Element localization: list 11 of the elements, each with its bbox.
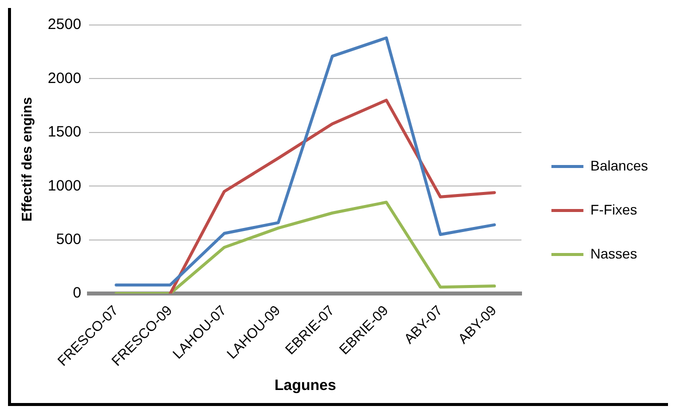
legend-label: Nasses	[590, 245, 638, 262]
y-tick-label: 2500	[48, 16, 82, 34]
legend-label: Balances	[590, 157, 648, 174]
y-tick-label: 2000	[48, 70, 82, 87]
y-tick-label: 1500	[48, 124, 82, 141]
y-tick-label: 500	[56, 230, 82, 248]
y-tick-label: 1000	[48, 177, 82, 194]
y-axis-title: Effectif des engins	[18, 96, 34, 222]
legend-label: F-Fixes	[590, 201, 638, 218]
x-axis-title: Lagunes	[274, 377, 336, 394]
y-tick-label: 0	[72, 284, 82, 302]
